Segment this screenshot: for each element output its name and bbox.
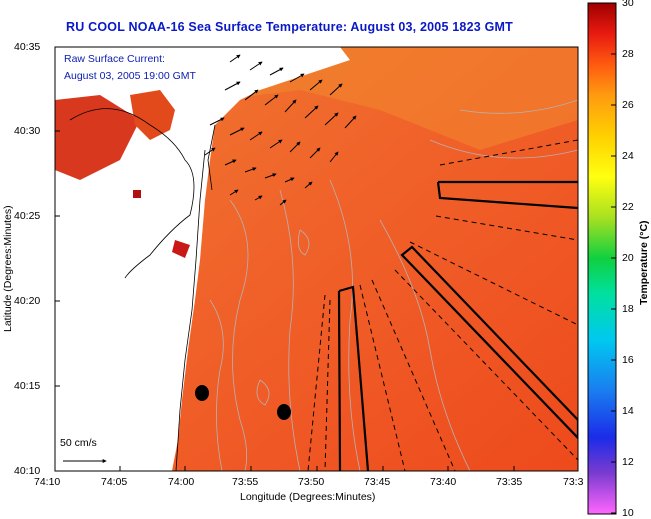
surface-current-vectors: [204, 54, 357, 206]
colorbar-tick-label: 26: [622, 99, 634, 111]
colorbar-tick-label: 22: [622, 201, 634, 213]
x-axis-title: Longitude (Degrees:Minutes): [240, 491, 376, 503]
colorbar-tick-label: 24: [622, 150, 634, 162]
colorbar-tick-label: 20: [622, 252, 634, 264]
colorbar-tick-label: 28: [622, 48, 634, 60]
bay-sst-patch: [133, 190, 141, 198]
x-tick-label: 73:45: [364, 476, 391, 488]
bay-sst-patch: [172, 240, 190, 258]
bathymetry-contours: [209, 99, 578, 471]
land-mass: [55, 47, 350, 471]
buoy-marker: [195, 385, 209, 401]
x-tick-label: 73:50: [298, 476, 325, 488]
coastline: [69, 108, 195, 279]
map-title: RU COOL NOAA-16 Sea Surface Temperature:…: [66, 20, 513, 34]
x-tick-label: 74:10: [34, 476, 61, 488]
x-tick-label: 73:55: [232, 476, 259, 488]
axis-ticks: [54, 46, 515, 472]
colorbar-tick-label: 12: [622, 456, 634, 468]
current-annotation-label: Raw Surface Current:: [64, 53, 165, 65]
x-tick-label: 74:00: [168, 476, 195, 488]
y-tick-label: 40:25: [14, 210, 41, 222]
current-annotation-timestamp: August 03, 2005 19:00 GMT: [64, 70, 196, 82]
map-plot-area: [55, 47, 578, 471]
coastline: [175, 149, 206, 471]
colorbar-tick-label: 14: [622, 405, 634, 417]
y-axis-title: Latitude (Degrees:Minutes): [2, 205, 14, 332]
y-tick-label: 40:20: [14, 295, 41, 307]
y-tick-label: 40:15: [14, 380, 41, 392]
coastline: [207, 124, 216, 191]
buoy-marker: [277, 404, 291, 420]
colorbar-tick-label: 16: [622, 354, 634, 366]
land-mass: [55, 47, 160, 85]
y-tick-label: 40:10: [14, 465, 41, 477]
colorbar-tick-label: 10: [622, 507, 634, 519]
bay-sst-patch: [130, 90, 175, 140]
survey-tracks: [307, 139, 578, 471]
colorbar-title: Temperature (°C): [638, 220, 650, 305]
y-tick-label: 40:30: [14, 125, 41, 137]
colorbar-ticks: [611, 2, 616, 514]
scale-label: 50 cm/s: [60, 437, 97, 449]
x-tick-label: 73:40: [430, 476, 457, 488]
x-tick-label: 73:35: [496, 476, 523, 488]
y-tick-label: 40:35: [14, 41, 41, 53]
colorbar-tick-label: 18: [622, 303, 634, 315]
x-tick-label: 74:05: [101, 476, 128, 488]
x-tick-label: 73:3: [563, 476, 584, 488]
colorbar-tick-label: 30: [622, 0, 634, 9]
